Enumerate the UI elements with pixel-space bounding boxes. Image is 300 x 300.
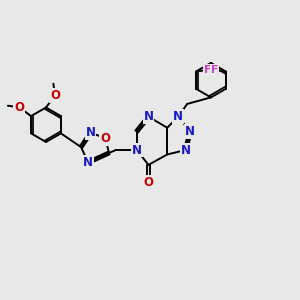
Text: F: F (211, 65, 218, 75)
Text: N: N (143, 110, 154, 123)
Text: F: F (211, 65, 218, 75)
Text: F: F (203, 65, 211, 75)
Text: N: N (143, 110, 154, 123)
Text: N: N (83, 156, 93, 169)
Text: N: N (83, 156, 93, 169)
Text: O: O (143, 176, 154, 189)
Text: O: O (100, 132, 110, 145)
Text: N: N (173, 110, 183, 123)
Text: O: O (50, 89, 60, 102)
Text: F: F (203, 65, 211, 75)
Text: N: N (85, 126, 96, 139)
Text: N: N (173, 110, 183, 123)
Text: O: O (100, 132, 110, 145)
Text: O: O (143, 176, 154, 189)
Text: O: O (14, 101, 24, 114)
Text: O: O (14, 101, 24, 114)
Text: N: N (185, 125, 195, 138)
Text: N: N (132, 143, 142, 157)
Text: N: N (132, 143, 142, 157)
Text: N: N (185, 125, 195, 138)
Text: N: N (181, 143, 191, 157)
Text: N: N (181, 143, 191, 157)
Text: O: O (50, 89, 60, 102)
Text: N: N (85, 126, 96, 139)
